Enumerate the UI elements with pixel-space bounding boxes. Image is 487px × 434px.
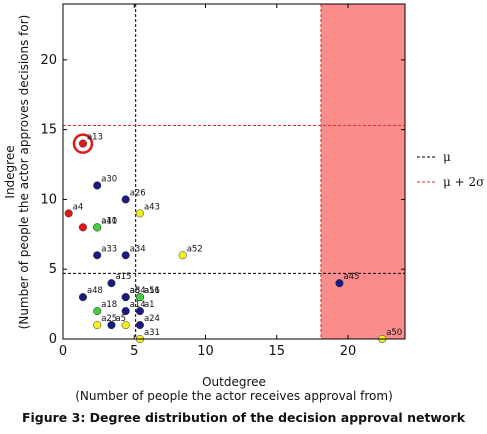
point-label: a33 bbox=[101, 244, 117, 254]
point-label: a50 bbox=[386, 328, 402, 338]
point-label: a43 bbox=[144, 202, 160, 212]
data-point bbox=[78, 293, 87, 302]
point-label: a34 bbox=[130, 244, 146, 254]
data-point bbox=[178, 251, 187, 260]
y-axis-title: Indegree bbox=[3, 145, 17, 198]
point-label: a13 bbox=[87, 133, 103, 143]
point-label: a4 bbox=[73, 202, 84, 212]
data-point bbox=[121, 293, 130, 302]
x-axis-title: Outdegree bbox=[202, 375, 266, 389]
point-label: a48 bbox=[87, 286, 103, 296]
data-point bbox=[121, 195, 130, 204]
point-label: a45 bbox=[343, 272, 359, 282]
point-label: a18 bbox=[101, 300, 117, 310]
data-point bbox=[135, 320, 144, 330]
x-tick-label: 20 bbox=[340, 344, 357, 359]
data-point bbox=[93, 307, 102, 316]
data-point bbox=[78, 139, 87, 148]
data-point bbox=[107, 279, 116, 288]
data-point bbox=[93, 320, 102, 330]
legend-sigma-label: μ + 2σ bbox=[443, 175, 484, 189]
y-axis-subtitle: (Number of people the actor approves dec… bbox=[17, 15, 31, 330]
point-label: a31 bbox=[144, 328, 160, 338]
data-point bbox=[135, 307, 144, 316]
point-label: a25 bbox=[101, 314, 117, 324]
y-tick-label: 0 bbox=[49, 332, 57, 347]
point-label: a51 bbox=[144, 286, 160, 296]
point-label: a10 bbox=[101, 216, 117, 226]
point-label: a1 bbox=[144, 300, 155, 310]
data-point bbox=[64, 209, 73, 218]
data-point bbox=[135, 293, 144, 302]
point-label: a5 bbox=[115, 314, 126, 324]
sigma-shaded-region bbox=[320, 4, 405, 339]
y-tick-label: 5 bbox=[49, 262, 57, 277]
point-label: a8 bbox=[130, 286, 141, 296]
data-point bbox=[93, 181, 102, 190]
x-tick-label: 10 bbox=[197, 344, 214, 359]
data-point bbox=[107, 320, 116, 330]
data-points bbox=[64, 133, 387, 344]
point-label: a54 bbox=[130, 286, 146, 296]
point-label: a52 bbox=[187, 244, 203, 254]
data-point bbox=[121, 307, 130, 316]
data-point bbox=[121, 320, 130, 330]
point-label: a15 bbox=[115, 272, 131, 282]
y-tick-label: 20 bbox=[40, 53, 57, 68]
y-tick-label: 10 bbox=[40, 192, 57, 207]
y-tick-label: 15 bbox=[40, 123, 57, 138]
point-label: a26 bbox=[130, 188, 146, 198]
plot-frame bbox=[62, 3, 406, 340]
x-tick-label: 0 bbox=[59, 344, 67, 359]
point-label: a16 bbox=[144, 286, 160, 296]
data-point bbox=[135, 209, 144, 218]
axis-ticks: 0 5 10 15 20 0 5 10 15 20 bbox=[40, 4, 405, 359]
legend: μ μ + 2σ bbox=[417, 150, 484, 189]
point-label: a24 bbox=[144, 314, 160, 324]
data-point bbox=[121, 251, 130, 260]
x-tick-label: 5 bbox=[130, 344, 138, 359]
x-axis-subtitle: (Number of people the actor receives app… bbox=[75, 389, 393, 403]
reference-lines bbox=[63, 4, 405, 339]
x-tick-label: 15 bbox=[268, 344, 285, 359]
data-point bbox=[78, 223, 87, 232]
point-label: a41 bbox=[101, 216, 117, 226]
legend-mean-label: μ bbox=[443, 150, 451, 164]
point-label: a14 bbox=[130, 300, 146, 310]
data-point bbox=[93, 223, 102, 232]
data-point bbox=[335, 279, 344, 288]
point-label: a30 bbox=[101, 174, 117, 184]
data-point bbox=[93, 251, 102, 260]
figure-caption: Figure 3: Degree distribution of the dec… bbox=[21, 410, 466, 425]
